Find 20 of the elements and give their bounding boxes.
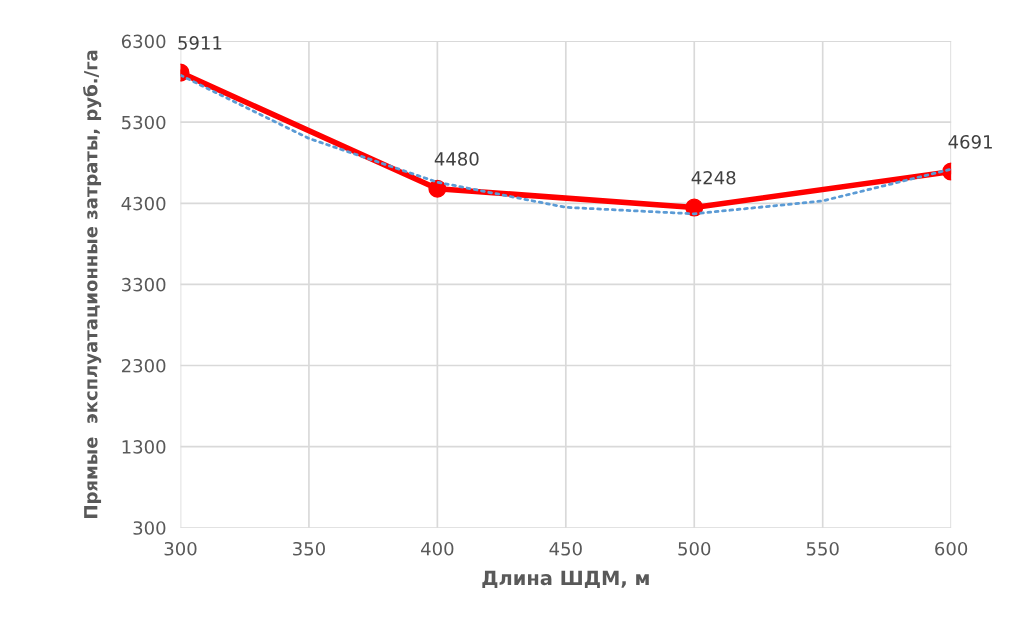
- y-tick-label: 2300: [121, 358, 166, 373]
- y-tick-label: 300: [133, 521, 166, 535]
- y-tick-label: 6300: [121, 34, 166, 49]
- x-tick-label: 550: [806, 541, 839, 556]
- x-tick-label: 600: [935, 541, 968, 556]
- x-tick-label: 500: [678, 541, 711, 556]
- y-tick-label: 3300: [122, 277, 166, 292]
- x-axis-title: Длина ШДМ, м: [482, 570, 649, 589]
- y-tick-label: 5300: [122, 115, 166, 130]
- x-tick-label: 450: [549, 541, 582, 556]
- x-tick-label: 300: [164, 541, 197, 556]
- data-label: 4248: [691, 170, 736, 185]
- y-tick-label: 1300: [122, 440, 166, 454]
- data-label: 4480: [434, 152, 479, 166]
- y-tick-label: 4300: [121, 196, 166, 211]
- x-tick-label: 400: [421, 541, 454, 556]
- data-label: 4691: [948, 134, 992, 149]
- y-axis-title: Прямые эксплуатационные затраты, руб./га: [83, 50, 102, 518]
- data-label: 5911: [178, 36, 222, 50]
- x-tick-label: 350: [293, 541, 325, 556]
